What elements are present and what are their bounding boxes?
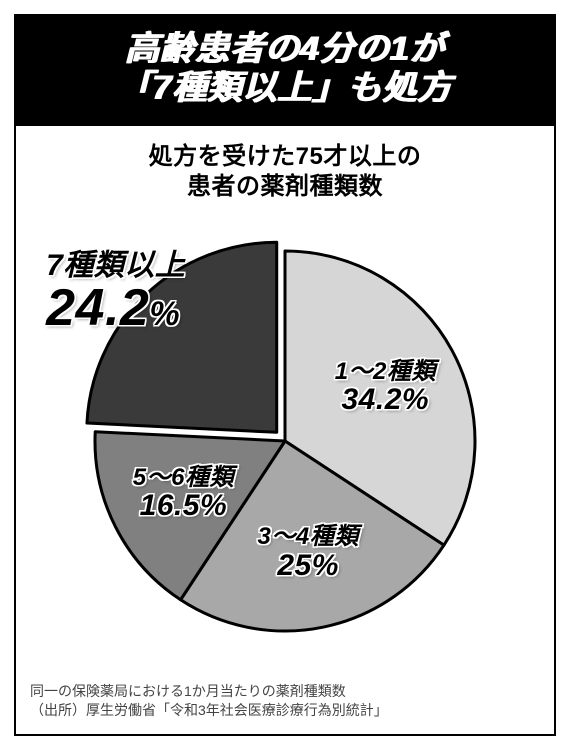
slice-label-name: 5～6種類 [133, 465, 234, 490]
slice-label-value: 34.2% [335, 384, 436, 416]
headline-line2: 「7種類以上」も処方 [24, 69, 546, 108]
slice-label: 1～2種類34.2% [335, 359, 436, 416]
footnote-line1: 同一の保険薬局における1か月当たりの薬剤種類数 [30, 682, 540, 701]
chart-subtitle: 処方を受けた75才以上の 患者の薬剤種類数 [16, 126, 554, 208]
slice-label-value: 24.2% [46, 281, 185, 336]
slice-label: 7種類以上24.2% [46, 250, 185, 336]
subtitle-line1: 処方を受けた75才以上の [24, 142, 546, 172]
slice-label-name: 3～4種類 [258, 524, 359, 549]
footnote-line2: （出所）厚生労働省「令和3年社会医療診療行為別統計」 [30, 701, 540, 720]
slice-label: 3～4種類25% [258, 524, 359, 581]
pie-chart: 1～2種類34.2% 3～4種類25% 5～6種類16.5% 7種類以上24.2% [16, 208, 554, 674]
outer-frame: 高齢患者の4分の1が 「7種類以上」も処方 処方を受けた75才以上の 患者の薬剤… [14, 14, 556, 736]
page: 高齢患者の4分の1が 「7種類以上」も処方 処方を受けた75才以上の 患者の薬剤… [0, 0, 570, 750]
headline-banner: 高齢患者の4分の1が 「7種類以上」も処方 [16, 16, 554, 126]
subtitle-line2: 患者の薬剤種類数 [24, 172, 546, 202]
slice-label-value: 25% [258, 550, 359, 582]
headline-line1: 高齢患者の4分の1が [24, 30, 546, 69]
slice-label-name: 1～2種類 [335, 359, 436, 384]
slice-label-name: 7種類以上 [46, 250, 185, 282]
slice-label-value: 16.5% [133, 490, 234, 522]
footnote: 同一の保険薬局における1か月当たりの薬剤種類数 （出所）厚生労働省「令和3年社会… [16, 674, 554, 734]
slice-label: 5～6種類16.5% [133, 465, 234, 522]
